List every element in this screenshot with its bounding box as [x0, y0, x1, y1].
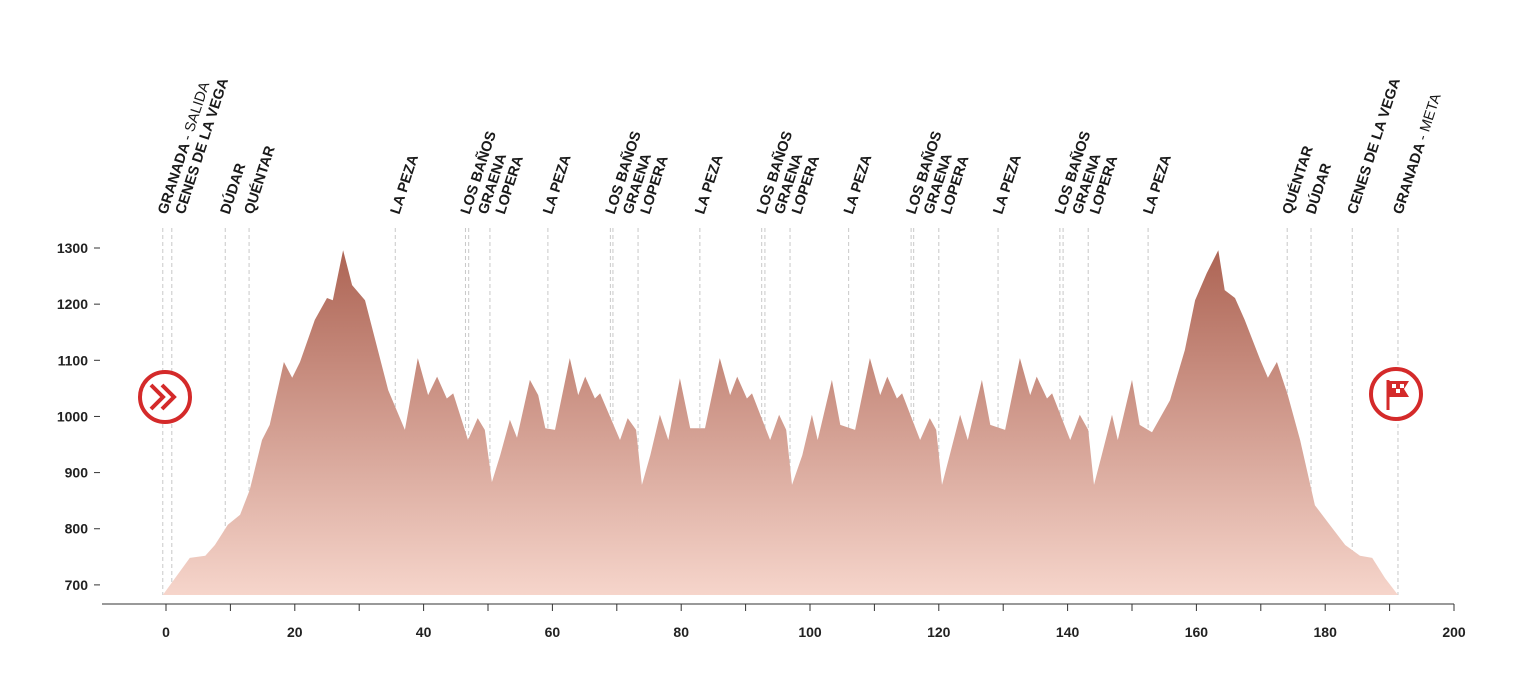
start-icon	[138, 370, 192, 424]
finish-icon	[1369, 367, 1423, 421]
y-tick-label: 700	[65, 577, 89, 593]
y-tick-label: 900	[65, 465, 89, 481]
waypoint-label: LA PEZA	[841, 152, 875, 216]
waypoint-label: QUÉNTAR	[241, 143, 279, 216]
waypoint-name: LA PEZA	[841, 152, 875, 216]
waypoint-name: LA PEZA	[388, 152, 422, 216]
waypoint-label: LA PEZA	[692, 152, 726, 216]
x-tick-label: 120	[927, 624, 951, 640]
x-tick-label: 0	[162, 624, 170, 640]
y-tick-label: 800	[65, 521, 89, 537]
waypoint-note: - META	[1415, 91, 1445, 142]
x-tick-label: 160	[1185, 624, 1209, 640]
y-tick-label: 1200	[57, 296, 88, 312]
elevation-area	[162, 250, 1398, 595]
x-tick-label: 180	[1314, 624, 1338, 640]
y-tick-label: 1000	[57, 408, 88, 424]
x-tick-label: 40	[416, 624, 432, 640]
x-tick-label: 100	[798, 624, 822, 640]
x-tick-label: 60	[545, 624, 561, 640]
waypoint-label: GRANADA - META	[1391, 91, 1445, 216]
x-tick-label: 20	[287, 624, 303, 640]
x-tick-label: 80	[673, 624, 689, 640]
x-tick-label: 140	[1056, 624, 1080, 640]
waypoint-name: QUÉNTAR	[241, 143, 279, 216]
waypoint-name: LA PEZA	[692, 152, 726, 216]
waypoint-name: GRANADA	[1391, 140, 1429, 216]
x-tick-label: 200	[1442, 624, 1466, 640]
y-tick-label: 1100	[58, 352, 89, 368]
y-tick-label: 1300	[57, 240, 88, 256]
waypoint-name: LA PEZA	[1141, 152, 1175, 216]
waypoint-label: LA PEZA	[540, 152, 574, 216]
waypoint-label: LA PEZA	[388, 152, 422, 216]
waypoint-name: LA PEZA	[991, 152, 1025, 216]
waypoint-name: LA PEZA	[540, 152, 574, 216]
waypoint-label: LA PEZA	[991, 152, 1025, 216]
waypoint-label: LA PEZA	[1141, 152, 1175, 216]
